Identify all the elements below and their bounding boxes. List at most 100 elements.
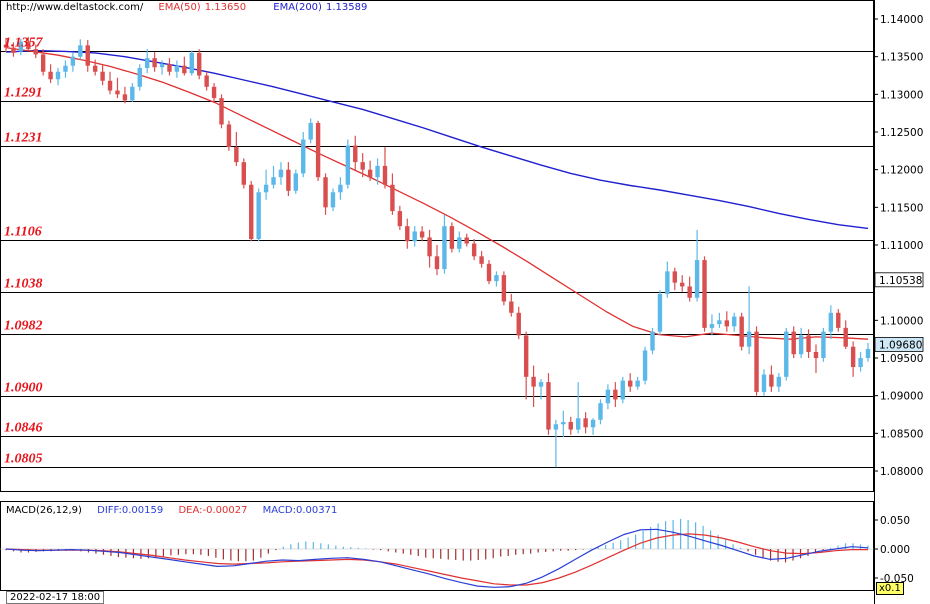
ema200-label: EMA(200) xyxy=(273,2,322,13)
candle-body xyxy=(843,327,848,347)
level-label: 1.0846 xyxy=(4,421,43,436)
candle-body xyxy=(509,301,514,313)
candle-body xyxy=(598,403,603,420)
candle-body xyxy=(382,165,388,185)
candle-body xyxy=(650,331,655,351)
candle-body xyxy=(494,275,499,282)
candle-body xyxy=(568,422,573,430)
candle-body xyxy=(323,177,328,208)
candle-body xyxy=(48,71,53,80)
candle-body xyxy=(18,41,24,52)
candle-body xyxy=(486,263,492,282)
source-url[interactable]: http://www.deltastock.com/ xyxy=(6,2,144,13)
candle-body xyxy=(806,335,811,352)
price-tick-label: 1.10000 xyxy=(880,315,923,327)
candle-body xyxy=(197,52,202,76)
ema200-value: 1.13589 xyxy=(325,2,368,13)
candle-body xyxy=(301,139,306,174)
candle-body xyxy=(107,80,113,91)
candle-body xyxy=(85,45,90,66)
candle-body xyxy=(613,389,618,400)
candle-body xyxy=(546,382,551,430)
candle-body xyxy=(821,331,826,358)
macd-lines xyxy=(5,528,869,588)
candle-body xyxy=(308,122,313,140)
candle-body xyxy=(419,231,425,238)
candle-body xyxy=(739,316,744,347)
candle-body xyxy=(271,177,276,185)
candle-body xyxy=(538,382,544,387)
candle-body xyxy=(605,389,611,404)
candle-body xyxy=(130,86,135,101)
zoom-button[interactable]: x0.1 xyxy=(876,582,904,595)
candle-body xyxy=(315,122,321,178)
macd-tick-label: 0.000 xyxy=(880,544,910,556)
candle-body xyxy=(115,90,120,95)
axis-separator xyxy=(874,0,875,604)
candle-body xyxy=(442,226,447,270)
level-label: 1.1291 xyxy=(4,86,43,101)
candle-body xyxy=(858,358,863,368)
candle-body xyxy=(375,165,380,178)
candle-body xyxy=(717,320,722,325)
candle-body xyxy=(680,282,685,287)
candle-body xyxy=(241,162,246,185)
price-flags: 1.10538 1.09680 xyxy=(874,272,924,352)
candle-body xyxy=(657,293,663,332)
macd-dea-value: DEA:-0.00027 xyxy=(178,505,248,516)
candlesticks xyxy=(3,37,871,468)
level-label: 1.1106 xyxy=(4,225,42,240)
price-axis[interactable]: 1.14000 1.13500 1.13000 1.12500 1.12000 1.115… xyxy=(874,14,923,478)
level-label: 1.1231 xyxy=(4,131,43,146)
diff-path xyxy=(5,528,869,588)
candle-body xyxy=(40,54,46,72)
candle-body xyxy=(263,184,269,193)
candle-body xyxy=(122,94,128,101)
ema200-path xyxy=(5,49,869,230)
price-tick-label: 1.09000 xyxy=(880,391,923,403)
level-labels: 1.1357 1.1291 1.1231 1.1106 1.1038 1.0982 1.09… xyxy=(4,36,44,467)
macd-diff-value: DIFF:0.00159 xyxy=(97,505,164,516)
level-label: 1.1357 xyxy=(4,36,44,51)
ema50-line xyxy=(5,46,869,340)
candle-body xyxy=(828,312,834,332)
candle-body xyxy=(405,226,410,242)
candle-body xyxy=(836,312,841,328)
candle-body xyxy=(784,331,789,377)
candle-body xyxy=(620,380,625,400)
candle-body xyxy=(152,58,157,68)
candle-body xyxy=(70,56,76,66)
chart-header: http://www.deltastock.com/ EMA(50) 1.1365… xyxy=(6,2,391,13)
candle-body xyxy=(516,312,521,336)
candle-body xyxy=(813,351,819,358)
level-label: 1.0982 xyxy=(4,319,43,334)
candle-body xyxy=(761,374,767,392)
candle-body xyxy=(561,422,566,425)
candle-body xyxy=(798,335,804,355)
candle-body xyxy=(55,71,61,80)
candle-body xyxy=(694,260,700,298)
candle-body xyxy=(144,58,150,68)
support-resistance-lines xyxy=(0,51,874,468)
candle-body xyxy=(26,41,31,50)
candle-body xyxy=(360,162,365,170)
candle-body xyxy=(390,184,395,212)
candle-body xyxy=(219,98,224,125)
candle-body xyxy=(732,316,737,327)
candle-body xyxy=(590,419,596,428)
candle-body xyxy=(434,256,440,270)
candle-body xyxy=(256,192,261,239)
candle-body xyxy=(575,418,581,430)
candle-body xyxy=(709,324,715,328)
candle-body xyxy=(234,147,239,163)
candle-body xyxy=(672,271,677,283)
macd-title: MACD(26,12,9) xyxy=(6,505,82,516)
candle-body xyxy=(353,145,358,163)
candle-body xyxy=(137,67,142,87)
candle-body xyxy=(11,47,16,53)
price-tick-label: 1.08500 xyxy=(880,428,923,440)
candle-body xyxy=(3,44,9,48)
ema50-path xyxy=(5,46,869,340)
